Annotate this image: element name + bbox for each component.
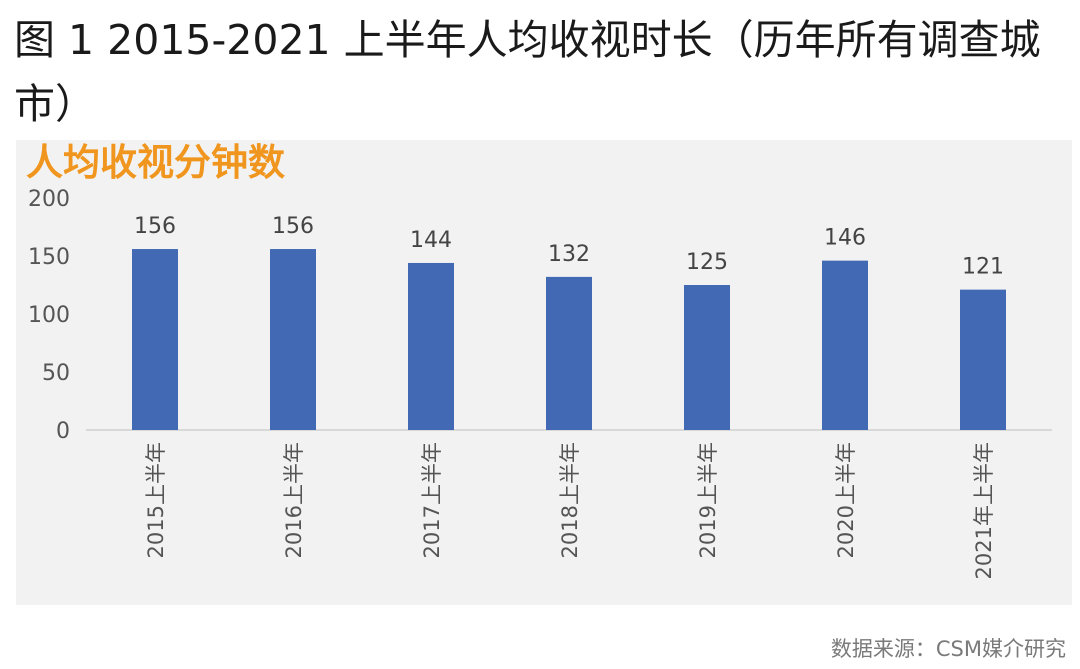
figure-title: 图 1 2015-2021 上半年人均收视时长（历年所有调查城市） <box>14 16 1041 128</box>
bar <box>270 249 316 430</box>
chart-title: 人均收视分钟数 <box>26 141 285 184</box>
y-tick-label: 100 <box>28 303 70 328</box>
data-label: 156 <box>272 214 314 239</box>
y-tick-label: 150 <box>28 245 70 270</box>
bar <box>822 260 868 430</box>
x-tick-label: 2019上半年 <box>696 442 720 558</box>
x-tick-label: 2015上半年 <box>144 442 168 558</box>
y-tick-label: 200 <box>28 187 70 212</box>
data-label: 132 <box>548 242 590 267</box>
bar <box>546 276 592 430</box>
x-tick-label: 2018上半年 <box>558 442 582 558</box>
y-tick-label: 50 <box>42 361 70 386</box>
chart-panel <box>16 140 1072 605</box>
data-label: 125 <box>686 250 728 275</box>
bar <box>684 285 730 430</box>
x-tick-label: 2016上半年 <box>282 442 306 558</box>
bar <box>132 249 178 430</box>
x-tick-label: 2020上半年 <box>834 442 858 558</box>
bar <box>408 262 454 430</box>
data-label: 156 <box>134 214 176 239</box>
data-label: 144 <box>410 228 452 253</box>
bar <box>960 289 1006 430</box>
x-tick-label: 2021年上半年 <box>972 442 996 579</box>
data-label: 121 <box>962 255 1004 280</box>
source-note: 数据来源：CSM媒介研究 <box>830 637 1066 661</box>
y-tick-label: 0 <box>56 419 70 444</box>
data-label: 146 <box>824 226 866 251</box>
x-tick-label: 2017上半年 <box>420 442 444 558</box>
